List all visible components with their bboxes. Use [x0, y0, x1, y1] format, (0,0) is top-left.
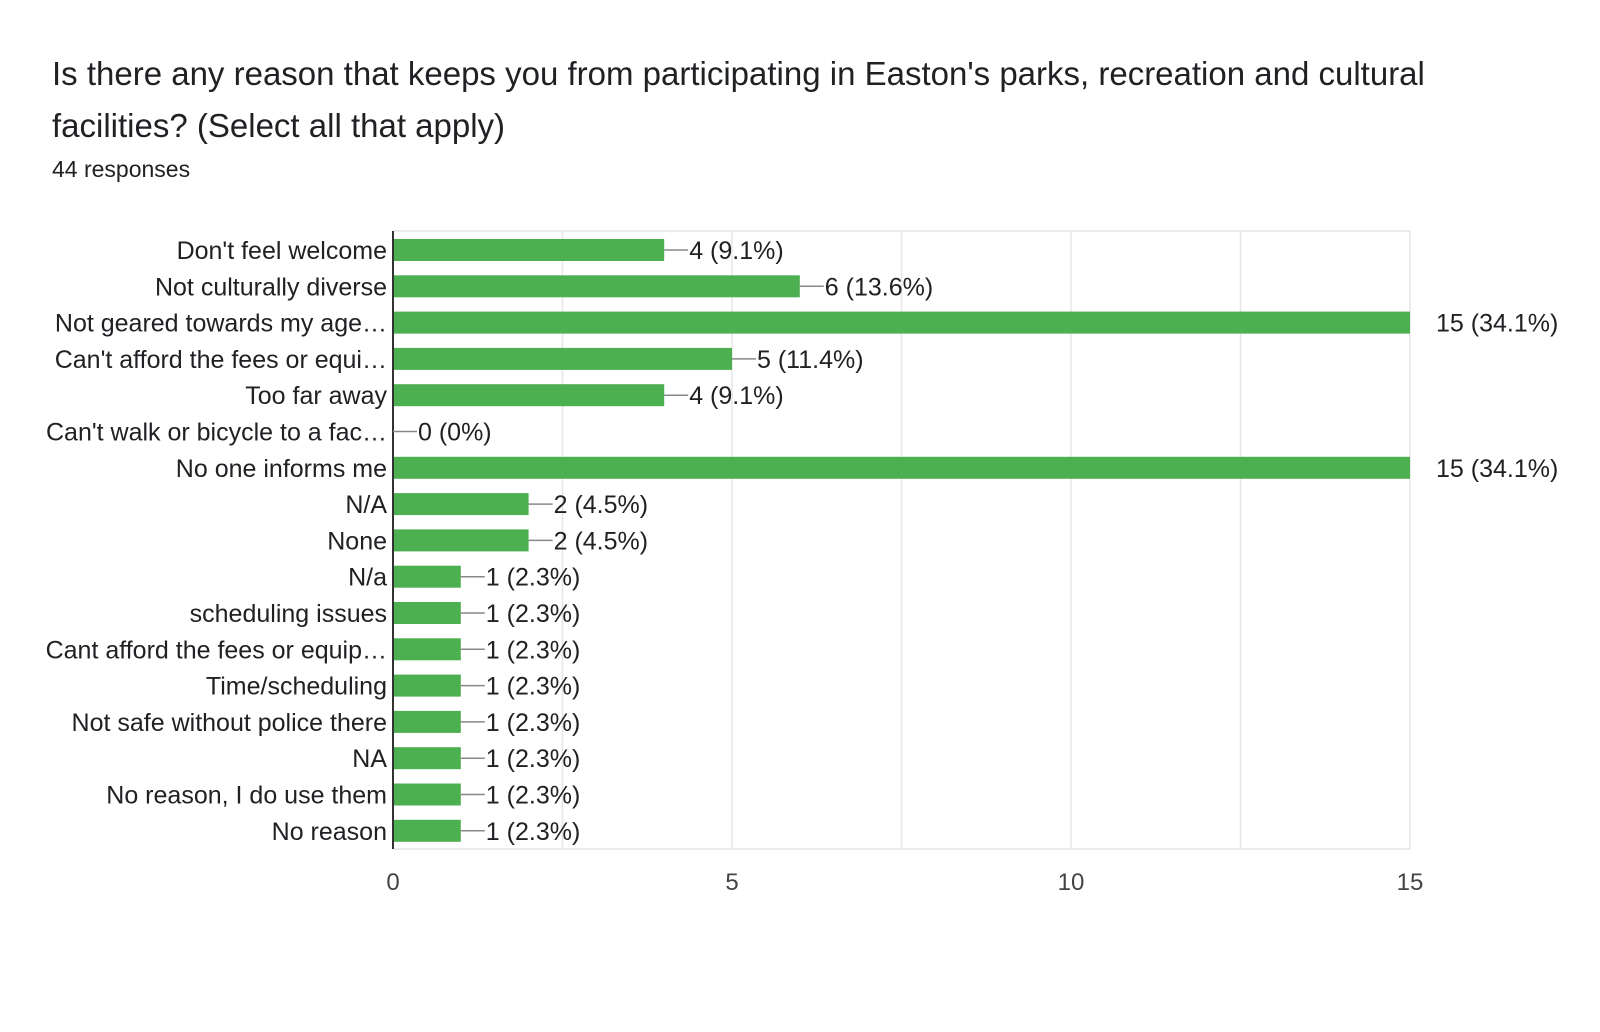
bar[interactable] — [393, 239, 665, 261]
response-count: 44 responses — [52, 156, 191, 182]
category-label: Cant afford the fees or equip… — [46, 636, 387, 664]
bar[interactable] — [393, 275, 800, 298]
value-label: 1 (2.3%) — [486, 600, 580, 628]
bar[interactable] — [393, 529, 529, 552]
value-label: 0 (0%) — [418, 419, 492, 447]
category-label: scheduling issues — [190, 600, 387, 628]
category-label: NA — [352, 745, 387, 773]
category-label: Not culturally diverse — [155, 273, 387, 301]
bar[interactable] — [393, 311, 1410, 334]
value-label: 1 (2.3%) — [486, 745, 580, 773]
category-label: Time/scheduling — [206, 673, 387, 701]
value-label: 1 (2.3%) — [486, 636, 580, 664]
bar[interactable] — [393, 456, 1410, 479]
chart-title: Is there any reason that keeps you from … — [52, 55, 1425, 144]
bar[interactable] — [393, 783, 461, 806]
category-label: No one informs me — [176, 455, 387, 483]
value-label: 15 (34.1%) — [1436, 310, 1558, 338]
category-label: None — [327, 527, 387, 555]
category-label: Not geared towards my age… — [55, 310, 387, 338]
category-label: No reason, I do use them — [106, 782, 387, 810]
x-tick-label: 0 — [386, 869, 399, 896]
bar[interactable] — [393, 347, 732, 370]
value-label: 1 (2.3%) — [486, 782, 580, 810]
bar[interactable] — [393, 819, 461, 842]
bar[interactable] — [393, 747, 461, 770]
category-label: Not safe without police there — [72, 709, 387, 737]
category-label: No reason — [272, 818, 387, 846]
value-label: 2 (4.5%) — [554, 491, 648, 519]
bar[interactable] — [393, 710, 461, 733]
bar[interactable] — [393, 384, 665, 407]
bar[interactable] — [393, 638, 461, 661]
value-label: 5 (11.4%) — [757, 346, 864, 374]
bar[interactable] — [393, 565, 461, 588]
value-label: 4 (9.1%) — [689, 382, 783, 410]
category-label: Can't walk or bicycle to a fac… — [46, 419, 387, 447]
category-label: Can't afford the fees or equi… — [55, 346, 387, 374]
value-label: 6 (13.6%) — [825, 273, 933, 301]
value-label: 1 (2.3%) — [486, 818, 580, 846]
value-label: 2 (4.5%) — [554, 527, 648, 555]
category-label: N/a — [348, 564, 387, 592]
x-tick-label: 5 — [725, 869, 738, 896]
bar[interactable] — [393, 674, 461, 697]
value-label: 1 (2.3%) — [486, 673, 580, 701]
category-label: N/A — [345, 491, 387, 519]
value-label: 1 (2.3%) — [486, 564, 580, 592]
category-label: Too far away — [245, 382, 387, 410]
value-label: 4 (9.1%) — [689, 237, 783, 265]
category-label: Don't feel welcome — [177, 237, 387, 265]
value-label: 1 (2.3%) — [486, 709, 580, 737]
x-tick-label: 15 — [1397, 869, 1424, 896]
value-label: 15 (34.1%) — [1436, 455, 1558, 483]
x-tick-label: 10 — [1058, 869, 1085, 896]
bar[interactable] — [393, 493, 529, 516]
bar[interactable] — [393, 602, 461, 624]
